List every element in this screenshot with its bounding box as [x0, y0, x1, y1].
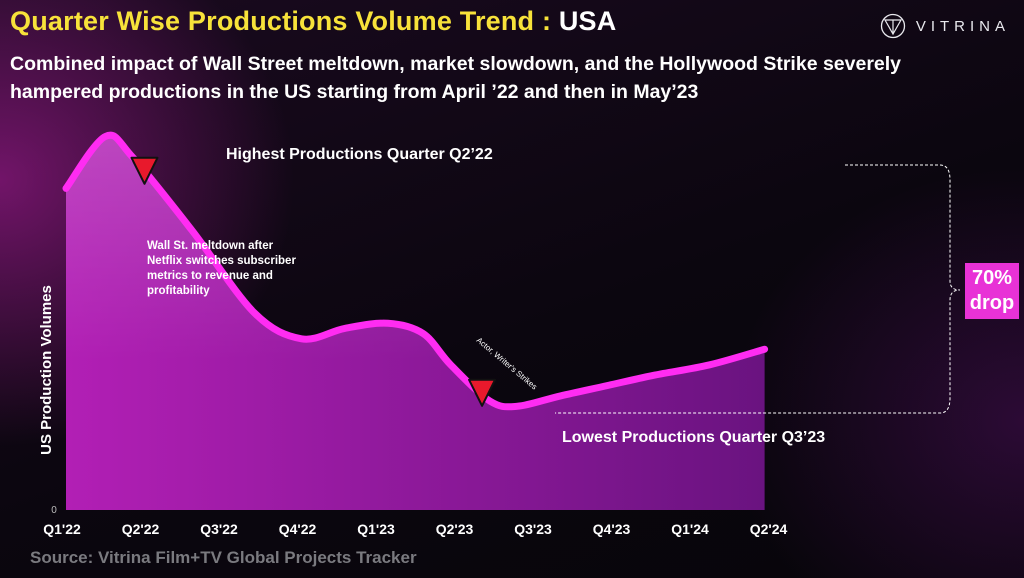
drop-range-bracket	[555, 164, 961, 414]
event1-annotation: Wall St. meltdown after Netflix switches…	[147, 240, 299, 297]
peak-annotation: Highest Productions Quarter Q2’22	[226, 146, 493, 163]
area-highlight	[66, 135, 765, 510]
chart-title-region: USA	[558, 6, 617, 36]
x-tick-label: Q1'24	[671, 521, 709, 537]
x-tick-label: Q1'22	[43, 521, 81, 537]
x-tick-label: Q1'23	[357, 521, 395, 537]
series-line	[62, 131, 769, 411]
y-tick-label: 0	[51, 505, 57, 516]
event1-line: Wall St. meltdown after	[147, 240, 274, 252]
vitrina-logo-icon	[880, 13, 905, 39]
y-axis-label: US Production Volumes	[38, 285, 55, 455]
chart-title: Quarter Wise Productions Volume Trend : …	[10, 6, 616, 37]
event2-marker	[468, 378, 497, 407]
drop-badge-label: drop	[969, 292, 1015, 314]
drop-badge-percent: 70%	[971, 267, 1013, 289]
brand-name: VITRINA	[915, 17, 1010, 35]
x-tick-label: Q3'23	[514, 521, 552, 537]
event1-line: Netflix switches subscriber	[147, 255, 296, 267]
chart-subtitle: Combined impact of Wall Street meltdown,…	[10, 53, 902, 103]
x-tick-label: Q2'23	[436, 521, 474, 537]
drop-badge: 70% drop	[965, 263, 1019, 319]
source-note: Source: Vitrina Film+TV Global Projects …	[30, 548, 417, 567]
x-tick-label: Q4'23	[593, 521, 631, 537]
x-tick-label: Q2'22	[122, 521, 160, 537]
event1-line: metrics to revenue and	[147, 270, 273, 282]
brand-logo: VITRINA	[880, 12, 1010, 40]
trough-annotation: Lowest Productions Quarter Q3’23	[562, 429, 825, 446]
event1-marker	[130, 156, 159, 185]
x-tick-label: Q2'24	[750, 521, 788, 537]
x-tick-label: Q3'22	[200, 521, 238, 537]
event1-line: profitability	[147, 285, 210, 297]
chart-title-main: Quarter Wise Productions Volume Trend :	[10, 6, 552, 36]
x-tick-label: Q4'22	[279, 521, 317, 537]
